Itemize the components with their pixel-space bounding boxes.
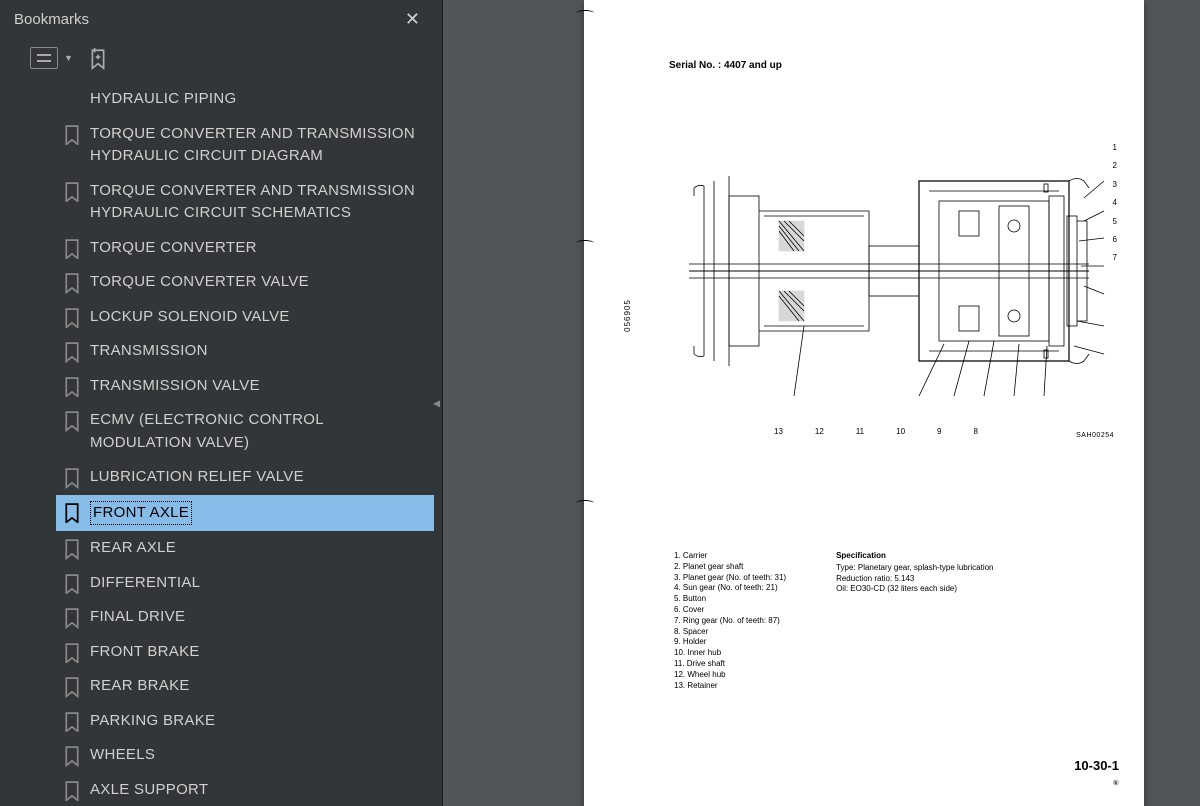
callouts-bottom: 1312111098 [774, 427, 978, 436]
drawing-reference: SAH00254 [1076, 432, 1114, 439]
bookmark-label: LOCKUP SOLENOID VALVE [90, 306, 290, 329]
diagram-side-number: 056905 [623, 299, 632, 332]
parts-list: 1. Carrier2. Planet gear shaft3. Planet … [674, 551, 786, 691]
bookmark-label: TORQUE CONVERTER VALVE [90, 271, 309, 294]
bookmark-item[interactable]: AXLE SUPPORT [56, 773, 434, 806]
bookmark-label: REAR AXLE [90, 537, 176, 560]
bookmark-icon [64, 273, 80, 293]
bookmark-label: PARKING BRAKE [90, 710, 215, 733]
sidebar-header: Bookmarks ✕ [0, 0, 442, 38]
technical-diagram: 056905 [619, 111, 1119, 441]
pdf-page: Serial No. : 4407 and up 056905 [584, 0, 1144, 806]
bookmark-item[interactable]: REAR AXLE [56, 531, 434, 566]
bookmarks-toolbar: ▼ [0, 38, 442, 82]
bookmark-item[interactable]: FRONT AXLE [56, 495, 434, 532]
bookmark-icon [64, 781, 80, 801]
callouts-right: 1234567 [1113, 139, 1117, 268]
bookmark-icon [64, 308, 80, 328]
bookmark-label: HYDRAULIC PIPING [90, 88, 237, 111]
bookmark-icon [64, 574, 80, 594]
bookmark-label: FINAL DRIVE [90, 606, 185, 629]
bookmarks-list: HYDRAULIC PIPING TORQUE CONVERTER AND TRA… [0, 82, 442, 806]
bookmark-item[interactable]: PARKING BRAKE [56, 704, 434, 739]
bookmark-item[interactable]: FRONT BRAKE [56, 635, 434, 670]
bookmark-icon [64, 468, 80, 488]
bookmark-label: LUBRICATION RELIEF VALVE [90, 466, 304, 489]
bookmark-icon [64, 643, 80, 663]
bookmark-item[interactable]: TORQUE CONVERTER VALVE [56, 265, 434, 300]
serial-number: Serial No. : 4407 and up [669, 60, 1119, 71]
bookmark-label: TRANSMISSION VALVE [90, 375, 260, 398]
page-number: 10-30-1 ⑥ [1074, 758, 1119, 788]
spec-title: Specification [836, 551, 993, 562]
bookmark-icon [64, 182, 80, 202]
bookmark-item[interactable]: REAR BRAKE [56, 669, 434, 704]
bookmark-item[interactable]: TORQUE CONVERTER [56, 231, 434, 266]
options-icon[interactable] [30, 47, 58, 69]
bookmark-label: AXLE SUPPORT [90, 779, 208, 802]
bookmark-item[interactable]: TRANSMISSION [56, 334, 434, 369]
bookmark-label: FRONT BRAKE [90, 641, 200, 664]
bookmark-label: FRONT AXLE [90, 501, 192, 526]
bookmark-icon [64, 125, 80, 145]
parts-specification: 1. Carrier2. Planet gear shaft3. Planet … [674, 551, 1119, 691]
bookmark-item[interactable]: LOCKUP SOLENOID VALVE [56, 300, 434, 335]
bookmark-item[interactable]: TORQUE CONVERTER AND TRANSMISSION HYDRAU… [56, 174, 434, 231]
bookmark-label: TORQUE CONVERTER [90, 237, 257, 260]
bookmark-item[interactable]: DIFFERENTIAL [56, 566, 434, 601]
bookmark-label: TORQUE CONVERTER AND TRANSMISSION HYDRAU… [90, 180, 424, 225]
options-dropdown-icon[interactable]: ▼ [64, 53, 73, 63]
axle-drawing [689, 126, 1109, 416]
bookmark-label: ECMV (ELECTRONIC CONTROL MODULATION VALV… [90, 409, 424, 454]
bookmark-item[interactable]: FINAL DRIVE [56, 600, 434, 635]
bookmark-icon [64, 377, 80, 397]
bookmark-label: REAR BRAKE [90, 675, 190, 698]
bookmark-item[interactable]: HYDRAULIC PIPING [56, 82, 434, 117]
bookmark-item[interactable]: TRANSMISSION VALVE [56, 369, 434, 404]
bookmark-label: WHEELS [90, 744, 155, 767]
bookmark-item[interactable]: WHEELS [56, 738, 434, 773]
bookmark-item[interactable]: LUBRICATION RELIEF VALVE [56, 460, 434, 495]
current-bookmark-icon[interactable] [89, 48, 107, 68]
bookmark-icon [64, 539, 80, 559]
specification: Specification Type: Planetary gear, spla… [836, 551, 993, 691]
bookmark-icon [64, 677, 80, 697]
bookmark-icon [64, 239, 80, 259]
document-viewer: Serial No. : 4407 and up 056905 [443, 0, 1200, 806]
bookmark-icon [64, 503, 80, 523]
bookmark-icon [64, 411, 80, 431]
bookmark-label: DIFFERENTIAL [90, 572, 200, 595]
bookmark-icon [64, 712, 80, 732]
sidebar-title: Bookmarks [14, 11, 89, 28]
bookmark-item[interactable]: TORQUE CONVERTER AND TRANSMISSION HYDRAU… [56, 117, 434, 174]
bookmarks-sidebar: Bookmarks ✕ ▼ HYDRAULIC PIPING TORQUE CON… [0, 0, 443, 806]
bookmark-icon [64, 608, 80, 628]
bookmark-icon [64, 342, 80, 362]
close-sidebar-button[interactable]: ✕ [397, 5, 428, 34]
bookmark-label: TRANSMISSION [90, 340, 208, 363]
bookmark-item[interactable]: ECMV (ELECTRONIC CONTROL MODULATION VALV… [56, 403, 434, 460]
bookmark-label: TORQUE CONVERTER AND TRANSMISSION HYDRAU… [90, 123, 424, 168]
bookmark-icon [64, 746, 80, 766]
collapse-sidebar-icon[interactable]: ◂ [433, 395, 440, 412]
